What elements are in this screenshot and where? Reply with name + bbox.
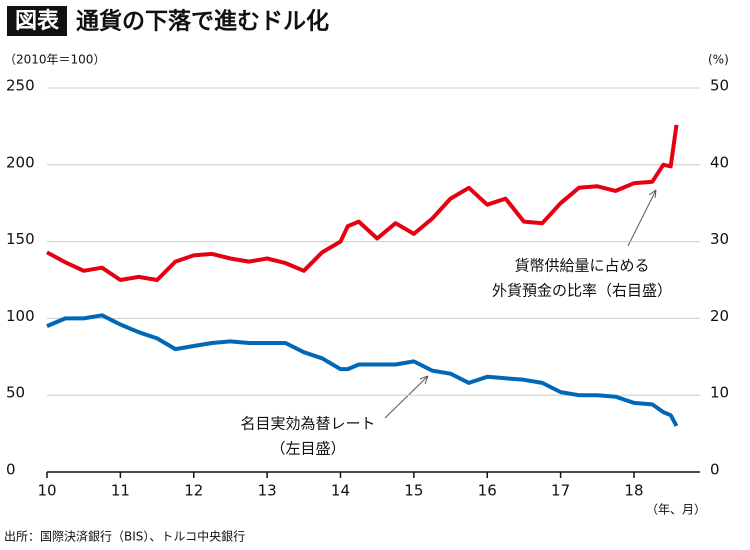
annotation-arrowhead [648,189,657,199]
y-tick-label: 150 [6,230,35,248]
annotation-arrow [627,189,657,247]
annotation-line: （左目盛） [270,440,345,458]
source: 出所：国際決済銀行（BIS）、トルコ中央銀行 [4,529,245,544]
annotation-line: 名目実効為替レート [240,415,375,433]
y-axis-label: （2010年＝100） [4,53,105,67]
y2-tick-label: 10 [710,384,729,402]
y2-tick-label: 30 [710,230,729,248]
x-tick-label: 13 [258,482,277,500]
annotation-line: 貨幣供給量に占める [514,257,649,275]
y2-tick-label: 50 [710,77,729,95]
y2-axis-label: (%) [708,53,729,67]
x-tick-label: 18 [624,482,643,500]
annotation-arrow [384,375,429,419]
y2-tick-label: 40 [710,153,729,171]
series-line [46,313,679,427]
x-tick-label: 14 [331,482,350,500]
y-tick-label: 200 [6,153,35,171]
x-axis-label: （年、月） [646,503,706,517]
y-tick-label: 0 [6,461,16,479]
y-tick-label: 100 [6,307,35,325]
annotation-arrowhead [419,375,429,385]
y-tick-label: 50 [6,384,25,402]
y2-tick-label: 20 [710,307,729,325]
x-tick-label: 11 [111,482,130,500]
title-tag: 図表 [15,9,60,34]
x-tick-label: 17 [551,482,570,500]
x-tick-label: 15 [404,482,423,500]
x-tick-label: 16 [478,482,497,500]
annotation: 貨幣供給量に占める 外貨預金の比率（右目盛） [492,189,672,300]
annotation: 名目実効為替レート （左目盛） [240,375,429,458]
y2-tick-label: 0 [710,461,720,479]
chart-title: 通貨の下落で進むドル化 [76,8,329,35]
y-tick-label: 250 [6,77,35,95]
x-tick-label: 12 [184,482,203,500]
annotation-line: 外貨預金の比率（右目盛） [492,282,672,300]
x-tick-label: 10 [37,482,56,500]
series-line [46,124,679,282]
title-tag-box [7,6,67,36]
